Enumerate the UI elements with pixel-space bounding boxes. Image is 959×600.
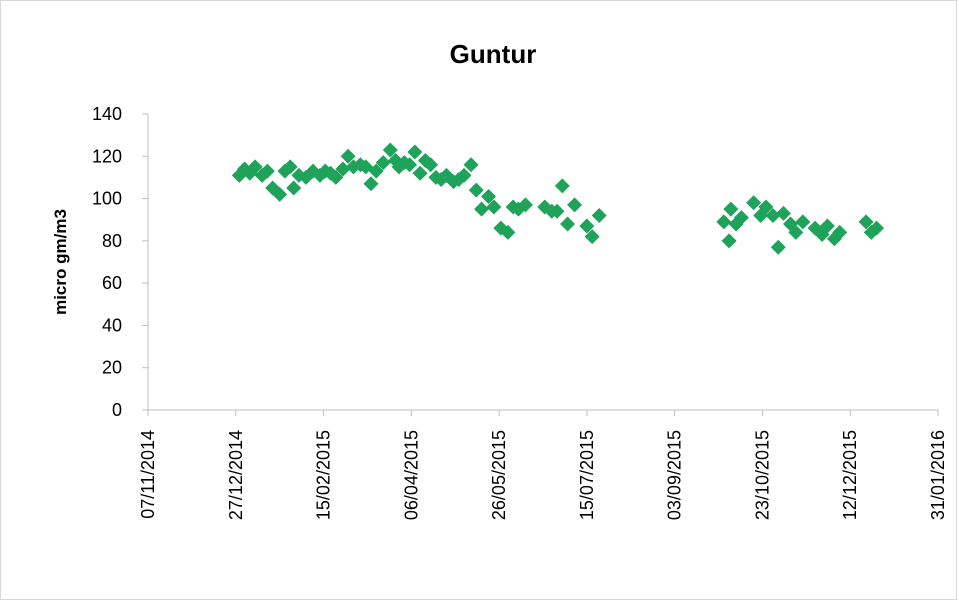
- data-point: [584, 229, 600, 245]
- x-tick-label: 15/07/2015: [577, 430, 597, 520]
- data-point: [468, 182, 484, 198]
- data-points: [231, 142, 885, 255]
- data-point: [517, 197, 533, 213]
- y-tick-label: 120: [92, 146, 122, 166]
- data-point: [560, 216, 576, 232]
- scatter-chart: Guntur micro gm/m3 0 20 40 60 80 100 120 140 07…: [51, 39, 948, 520]
- y-tick-label: 0: [112, 400, 122, 420]
- x-axis-ticks: 07/11/2014 27/12/2014 15/02/2015 06/04/2015…: [138, 410, 948, 520]
- x-tick-label: 27/12/2014: [226, 430, 246, 520]
- data-point: [402, 157, 418, 173]
- data-point: [776, 205, 792, 221]
- data-point: [474, 201, 490, 217]
- data-point: [412, 165, 428, 181]
- data-point: [486, 199, 502, 215]
- data-point: [758, 199, 774, 215]
- y-tick-label: 60: [102, 273, 122, 293]
- y-axis-ticks: 0 20 40 60 80 100 120 140: [92, 104, 148, 420]
- data-point: [733, 210, 749, 226]
- y-tick-label: 20: [102, 358, 122, 378]
- data-point: [363, 176, 379, 192]
- x-tick-label: 31/01/2016: [928, 430, 948, 520]
- data-point: [795, 214, 811, 230]
- x-tick-label: 06/04/2015: [401, 430, 421, 520]
- x-tick-label: 26/05/2015: [489, 430, 509, 520]
- data-point: [549, 203, 565, 219]
- data-point: [463, 157, 479, 173]
- data-point: [554, 178, 570, 194]
- data-point: [723, 201, 739, 217]
- data-point: [328, 169, 344, 185]
- data-point: [765, 207, 781, 223]
- data-point: [259, 163, 275, 179]
- x-tick-label: 07/11/2014: [138, 430, 158, 519]
- x-tick-label: 15/02/2015: [314, 430, 334, 520]
- x-tick-label: 12/12/2015: [840, 430, 860, 520]
- data-point: [272, 186, 288, 202]
- data-point: [579, 218, 595, 234]
- data-point: [858, 214, 874, 230]
- data-point: [382, 142, 398, 158]
- data-point: [716, 214, 732, 230]
- data-point: [375, 155, 391, 171]
- y-tick-label: 140: [92, 104, 122, 124]
- y-tick-label: 80: [102, 231, 122, 251]
- chart-title: Guntur: [450, 39, 537, 69]
- y-axis-label: micro gm/m3: [51, 209, 70, 315]
- data-point: [567, 197, 583, 213]
- data-point: [721, 233, 737, 249]
- data-point: [335, 161, 351, 177]
- data-point: [746, 195, 762, 211]
- data-point: [591, 207, 607, 223]
- data-point: [819, 218, 835, 234]
- data-point: [242, 165, 258, 181]
- data-point: [788, 224, 804, 240]
- data-point: [368, 163, 384, 179]
- x-tick-label: 03/09/2015: [665, 430, 685, 520]
- data-point: [770, 239, 786, 255]
- data-point: [407, 144, 423, 160]
- data-point: [286, 180, 302, 196]
- y-tick-label: 100: [92, 189, 122, 209]
- data-point: [456, 167, 472, 183]
- data-point: [423, 157, 439, 173]
- data-point: [247, 159, 263, 175]
- data-point: [481, 188, 497, 204]
- x-tick-label: 23/10/2015: [752, 430, 772, 520]
- data-point: [282, 159, 298, 175]
- data-point: [340, 148, 356, 164]
- data-point: [832, 224, 848, 240]
- data-point: [869, 220, 885, 236]
- y-tick-label: 40: [102, 315, 122, 335]
- axes: [147, 114, 938, 411]
- data-point: [500, 224, 516, 240]
